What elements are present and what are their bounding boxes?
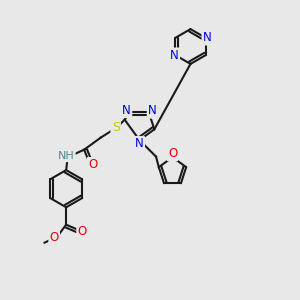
Text: N: N [148,104,157,118]
Text: O: O [50,231,59,244]
Text: N: N [203,31,212,44]
Text: N: N [170,49,179,62]
Text: N: N [122,104,131,117]
Text: S: S [112,121,120,134]
Text: O: O [88,158,97,171]
Text: O: O [168,147,177,160]
Text: N: N [135,137,144,150]
Text: NH: NH [58,151,74,161]
Text: O: O [77,225,87,238]
